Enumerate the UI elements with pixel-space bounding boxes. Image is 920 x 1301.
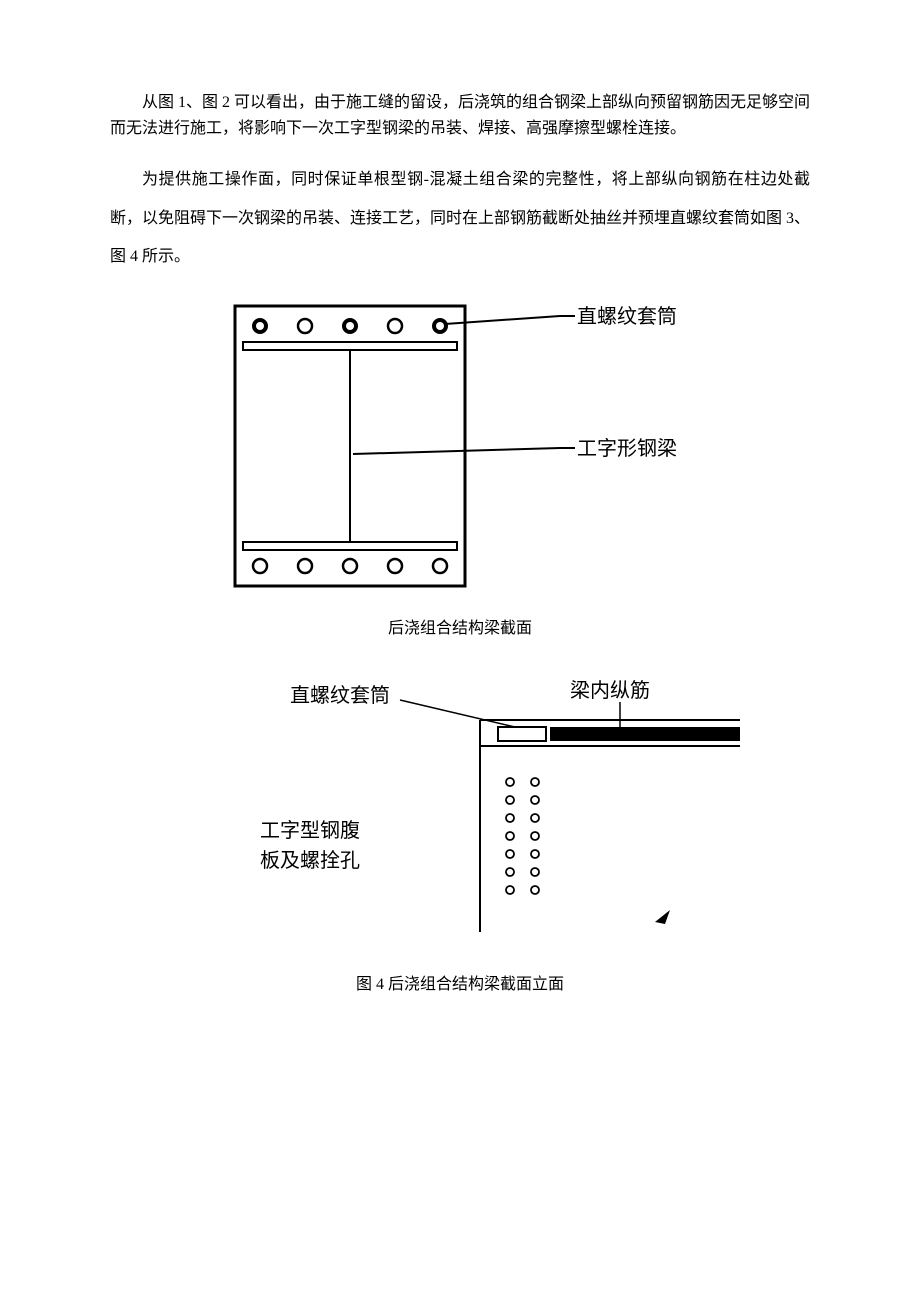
paragraph-2: 为提供施工操作面，同时保证单根型钢-混凝土组合梁的完整性，将上部纵向钢筋在柱边处… — [110, 161, 810, 276]
figure-3: 直螺纹套筒 工字形钢梁 — [110, 296, 810, 596]
fig4-label-sleeve: 直螺纹套筒 — [290, 684, 390, 707]
figure-4: 直螺纹套筒 梁内纵筋 — [110, 672, 810, 952]
figure-3-caption: 后浇组合结构梁截面 — [110, 616, 810, 642]
figure-4-caption: 图 4 后浇组合结构梁截面立面 — [110, 972, 810, 998]
figure-3-svg: 直螺纹套筒 工字形钢梁 — [225, 296, 695, 596]
paragraph-1: 从图 1、图 2 可以看出，由于施工缝的留设，后浇筑的组合钢梁上部纵向预留钢筋因… — [110, 90, 810, 141]
bolt-holes — [506, 778, 539, 894]
fig4-label-web-line1: 工字型钢腹 — [260, 819, 360, 842]
fig3-label-beam: 工字形钢梁 — [577, 437, 677, 460]
fig4-label-rebar: 梁内纵筋 — [570, 679, 650, 702]
fig3-label-sleeve: 直螺纹套筒 — [577, 305, 677, 328]
fig4-label-web-line2: 板及螺拴孔 — [260, 849, 360, 872]
figure-4-svg: 直螺纹套筒 梁内纵筋 — [180, 672, 740, 952]
